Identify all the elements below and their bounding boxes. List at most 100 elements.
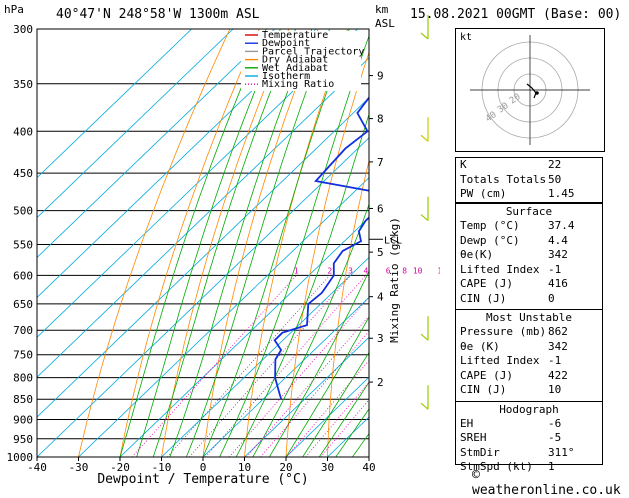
wet-adiabat-line (186, 29, 330, 457)
table-row: CAPE (J) 416 (456, 277, 602, 292)
table-row: CIN (J) 10 (456, 383, 602, 398)
row-label: Lifted Index (460, 262, 540, 276)
row-label: CIN (J) (460, 383, 507, 396)
most-unstable-title: Most Unstable (485, 311, 573, 324)
km-tick-label: 2 (377, 376, 384, 389)
row-label: Dewp (°C) (460, 233, 520, 247)
row-label: StmDir (460, 445, 500, 459)
row-label: SREH (460, 431, 487, 444)
km-tick-label: 5 (377, 246, 384, 259)
wet-adiabat-line (335, 408, 369, 457)
dry-adiabat-line (119, 29, 260, 457)
isotherm-line (37, 29, 192, 179)
isotherm-line (202, 296, 369, 457)
mixing-ratio-axis-title: Mixing Ratio (g/kg) (388, 217, 401, 343)
mixing-ratio-label: 2 (327, 266, 332, 275)
wet-adiabat-line (136, 29, 281, 457)
isotherm-line (37, 29, 275, 259)
table-row: SREH -5 (456, 431, 602, 446)
isotherm-line (78, 177, 369, 457)
row-label: EH (460, 416, 474, 430)
pressure-tick-label: 750 (13, 349, 33, 362)
table-row: StmSpd (kt) 1 (456, 460, 602, 475)
wet-adiabat-line (318, 381, 369, 457)
row-value: -1 (548, 354, 562, 367)
isotherm-line (368, 456, 369, 457)
mixing-ratio-label: 8 (402, 266, 407, 275)
mixing-ratio-label: 3 (348, 266, 353, 275)
isotherm-line (37, 137, 369, 457)
legend-entry-label: Wet Adiabat (262, 63, 328, 74)
wet-adiabat-line (152, 29, 296, 457)
isotherm-line (161, 256, 369, 457)
table-row: K 22 (456, 158, 602, 173)
wet-adiabat-line (252, 203, 369, 457)
table-row: Lifted Index -1 (456, 354, 602, 369)
km-tick-label: 9 (377, 70, 384, 83)
hodograph-table-title: Hodograph (499, 402, 559, 416)
pressure-tick-label: 450 (13, 167, 33, 180)
mixing-ratio-line (167, 275, 331, 457)
dry-adiabat-line (78, 29, 231, 457)
table-row: Dewp (°C) 4.4 (456, 234, 602, 249)
mixing-ratio-label: 6 (386, 266, 391, 275)
pressure-tick-label: 300 (13, 23, 33, 36)
pressure-tick-label: 650 (13, 298, 33, 311)
row-label: CIN (J) (460, 291, 507, 305)
km-tick-label: 7 (377, 156, 384, 169)
table-row: Temp (°C) 37.4 (456, 219, 602, 234)
x-tick-label: -30 (69, 461, 89, 474)
table-row: Lifted Index -1 (456, 263, 602, 278)
row-value: 416 (548, 277, 568, 290)
row-label: StmSpd (kt) (460, 460, 533, 473)
hodograph-ring-label: 40 (484, 110, 499, 124)
credit-text: © weatheronline.co.uk (472, 468, 621, 498)
dry-adiabat-line (244, 29, 349, 457)
row-value: -6 (548, 416, 562, 430)
isotherm-line (37, 29, 317, 298)
pressure-tick-label: 400 (13, 125, 33, 138)
temperature-line (408, 29, 440, 399)
row-value: 0 (548, 291, 555, 305)
pressure-tick-label: 600 (13, 269, 33, 282)
table-row: PW (cm) 1.45 (456, 187, 602, 202)
dry-adiabat-line (285, 51, 369, 457)
indices-panel: K 22 Totals Totals 50 PW (cm) 1.45 (455, 157, 603, 203)
table-row: StmDir 311° (456, 446, 602, 461)
row-value: 10 (548, 383, 562, 396)
x-tick-label: 10 (238, 461, 251, 474)
row-value: 4.4 (548, 233, 568, 247)
isotherm-line (37, 57, 369, 378)
pressure-tick-label: 550 (13, 238, 33, 251)
location-title: 40°47'N 248°58'W 1300m ASL (56, 7, 260, 22)
row-value: -5 (548, 431, 562, 444)
stability-panel: Surface Temp (°C) 37.4 Dewp (°C) 4.4 θe(K) 34… (455, 203, 603, 473)
x-tick-label: -10 (152, 461, 172, 474)
hodograph-panel: 20 30 40 kt (455, 28, 605, 152)
row-value: 422 (548, 368, 568, 382)
row-value: 50 (548, 172, 562, 186)
km-tick-label: 3 (377, 332, 384, 345)
km-tick-label: 4 (377, 291, 384, 304)
mixing-ratio-label: 15 (437, 266, 440, 275)
wet-adiabat-line (202, 29, 350, 457)
legend-box (241, 31, 361, 91)
plot-frame (36, 28, 370, 458)
x-tick-label: 40 (362, 461, 375, 474)
mixing-ratio-line (205, 275, 367, 457)
pressure-tick-label: 900 (13, 414, 33, 427)
table-row: Pressure (mb) 862 (456, 325, 602, 340)
table-row: θe(K) 342 (456, 248, 602, 263)
dry-adiabat-line (161, 29, 290, 457)
mixing-ratio-label: 10 (413, 266, 423, 275)
row-label: Temp (°C) (460, 219, 520, 232)
storm-motion-marker (535, 91, 539, 95)
isotherm-line (37, 29, 234, 219)
pressure-tick-label: 350 (13, 78, 33, 91)
wind-barb-flag (420, 402, 429, 410)
row-label: Totals Totals (460, 172, 547, 186)
wind-barb-flag (420, 214, 429, 222)
legend-entry-label: Isotherm (262, 71, 310, 82)
pressure-tick-label: 1000 (7, 451, 34, 464)
mixing-ratio-label: 1 (294, 266, 299, 275)
